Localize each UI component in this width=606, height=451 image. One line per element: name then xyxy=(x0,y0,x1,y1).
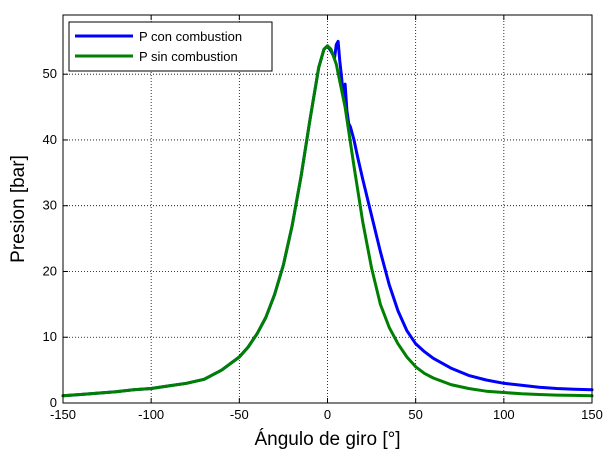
y-axis-label: Presion [bar] xyxy=(8,155,29,263)
x-tick-label: 0 xyxy=(324,407,331,422)
y-tick-label: 50 xyxy=(43,66,57,81)
legend: P con combustion P sin combustion xyxy=(69,22,272,71)
x-tick-label: 50 xyxy=(408,407,422,422)
y-tick-label: 10 xyxy=(43,329,57,344)
x-axis-label: Ángulo de giro [°] xyxy=(255,429,401,450)
x-tick-label: -50 xyxy=(230,407,249,422)
legend-label-1: P con combustion xyxy=(139,29,242,44)
x-tick-label: -100 xyxy=(138,407,164,422)
y-tick-label: 0 xyxy=(50,395,57,410)
y-tick-label: 20 xyxy=(43,263,57,278)
plot-area xyxy=(63,15,592,403)
y-tick-label: 30 xyxy=(43,198,57,213)
x-tick-label: 150 xyxy=(581,407,603,422)
y-tick-label: 40 xyxy=(43,132,57,147)
legend-label-2: P sin combustion xyxy=(139,49,238,64)
x-tick-label: 100 xyxy=(493,407,515,422)
